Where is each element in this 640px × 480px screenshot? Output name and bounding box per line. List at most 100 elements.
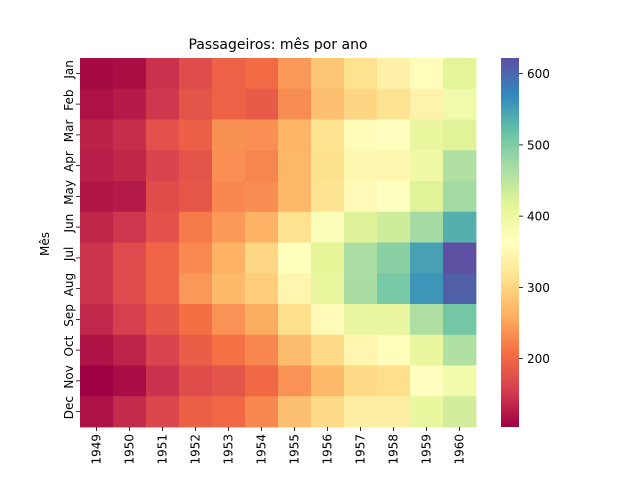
y-tick-label: Apr [62,151,76,172]
heatmap-cell [212,211,246,243]
heatmap-cell [113,365,147,397]
heatmap-cell [311,396,345,428]
chart-title: Passageiros: mês por ano [188,37,367,53]
y-tick-label: Aug [62,273,76,296]
heatmap-cell [278,119,312,151]
heatmap-cell [278,396,312,428]
heatmap-cell [278,150,312,182]
heatmap-cell [113,181,147,213]
heatmap-cell [377,181,411,213]
heatmap-cell [278,334,312,366]
heatmap-cell [245,304,279,336]
heatmap-cell [410,211,444,243]
colorbar-tick-label: 400 [527,210,550,224]
heatmap-cell [311,58,345,90]
x-tick-label: 1953 [222,434,236,465]
heatmap-cell [443,273,477,305]
heatmap-cell [410,88,444,120]
heatmap-cell [344,88,378,120]
heatmap-cell [113,88,147,120]
heatmap-cell [410,119,444,151]
heatmap-cell [377,304,411,336]
heatmap-cell [113,242,147,274]
heatmap-cell [377,334,411,366]
heatmap-cell [113,211,147,243]
heatmap-cell [80,88,114,120]
heatmap-cell [377,396,411,428]
heatmap-cell [278,181,312,213]
y-tick-label: May [62,180,76,205]
heatmap-cell [146,181,180,213]
heatmap-cell [311,150,345,182]
heatmap-cell [344,365,378,397]
heatmap-cell [212,150,246,182]
heatmap-cell [410,181,444,213]
heatmap-cell [311,365,345,397]
x-tick-label: 1959 [420,434,434,465]
x-tick-label: 1955 [288,434,302,465]
heatmap-cell [311,273,345,305]
heatmap-cell [311,304,345,336]
colorbar: 200 300 400 500 600 [501,58,550,427]
heatmap-cell [278,365,312,397]
heatmap-cell [245,150,279,182]
heatmap-cell [344,181,378,213]
heatmap-cell [278,58,312,90]
heatmap-cell [311,181,345,213]
y-tick-label: Oct [62,335,76,356]
y-tick-label: Mar [62,120,76,143]
y-tick-label: Jan [62,60,76,80]
heatmap-cell [212,273,246,305]
heatmap-cell [113,150,147,182]
heatmap-cell [245,211,279,243]
heatmap-cell [179,242,213,274]
heatmap-cell [80,396,114,428]
heatmap-cell [410,334,444,366]
heatmap-cell [245,273,279,305]
y-tick-labels: Jan Feb Mar Apr May Jun Jul Aug Sep Oct Nov Dec [62,60,80,419]
heatmap-cell [443,396,477,428]
heatmap-cell [179,150,213,182]
heatmap-cell [245,242,279,274]
heatmap-cell [146,365,180,397]
heatmap-cell [146,58,180,90]
heatmap-cell [377,242,411,274]
heatmap-cell [146,88,180,120]
heatmap-cell [344,58,378,90]
heatmap-cell [80,242,114,274]
heatmap-cell [113,334,147,366]
heatmap-cell [80,58,114,90]
heatmap-cell [212,304,246,336]
heatmap-cell [344,334,378,366]
heatmap-cell [410,58,444,90]
heatmap-cell [278,211,312,243]
x-tick-label: 1954 [255,434,269,465]
heatmap-cell [245,119,279,151]
x-tick-label: 1949 [90,434,104,465]
heatmap-cell [212,242,246,274]
y-tick-label: Jul [62,247,76,262]
heatmap-cell [443,119,477,151]
heatmap-cell [377,88,411,120]
x-tick-labels: 1949 1950 1951 1952 1953 1954 1955 1956 1957 1958… [90,427,467,465]
heatmap-cell [113,273,147,305]
x-tick-label: 1952 [189,434,203,465]
colorbar-tick-label: 600 [527,67,550,81]
y-tick-label: Feb [62,89,76,110]
heatmap-cell [146,242,180,274]
heatmap-cell [443,334,477,366]
x-tick-label: 1951 [156,434,170,465]
heatmap-cell [179,273,213,305]
heatmap-cell [410,242,444,274]
heatmap-cell [146,304,180,336]
heatmap-cell [146,396,180,428]
heatmap-cell [80,304,114,336]
heatmap-cell [443,181,477,213]
y-tick-label: Sep [62,304,76,327]
heatmap-cell [212,334,246,366]
x-tick-label: 1958 [387,434,401,465]
heatmap-cell [344,211,378,243]
heatmap-cell [212,396,246,428]
heatmap-cell [212,365,246,397]
